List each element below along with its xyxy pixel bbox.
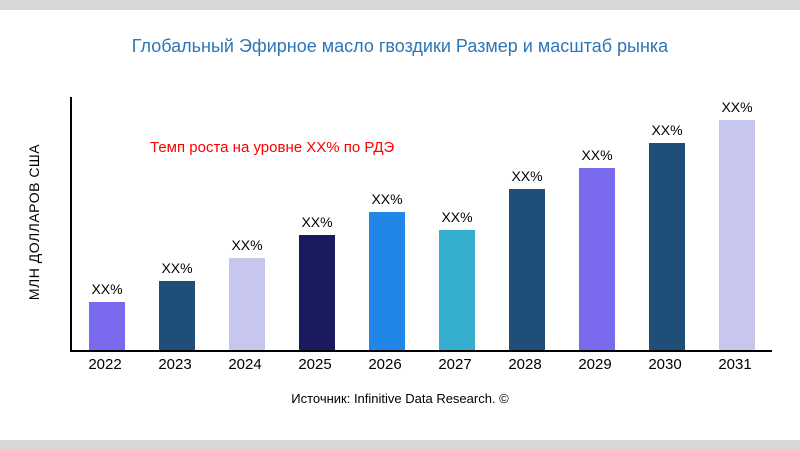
source-text: Источник: Infinitive Data Research. © bbox=[291, 391, 509, 406]
bar-column-2030: XX% bbox=[632, 97, 702, 350]
bar-2027 bbox=[439, 230, 475, 350]
bar-2025 bbox=[299, 235, 335, 350]
x-tick-2029: 2029 bbox=[578, 356, 612, 373]
x-tick-2030: 2030 bbox=[648, 356, 682, 373]
bar-column-2023: XX% bbox=[142, 97, 212, 350]
plot-area: Темп роста на уровне XX% по РДЭ XX% XX% XX… bbox=[70, 97, 772, 352]
bar-2028 bbox=[509, 189, 545, 350]
bar-2022 bbox=[89, 301, 125, 350]
x-tick-2028: 2028 bbox=[508, 356, 542, 373]
bar-value-label: XX% bbox=[581, 147, 613, 164]
bar-2029 bbox=[579, 168, 615, 350]
bar-column-2024: XX% bbox=[212, 97, 282, 350]
bar-column-2029: XX% bbox=[562, 97, 632, 350]
x-tick-2031: 2031 bbox=[718, 356, 752, 373]
bar-value-label: XX% bbox=[301, 214, 333, 230]
top-strip bbox=[0, 0, 800, 10]
bar-column-2031: XX% bbox=[702, 97, 772, 350]
x-tick-2026: 2026 bbox=[368, 356, 402, 373]
x-tick-2023: 2023 bbox=[158, 356, 192, 373]
chart-title: Глобальный Эфирное масло гвоздики Размер… bbox=[131, 36, 669, 56]
y-axis-label: МЛН ДОЛЛАРОВ США bbox=[26, 143, 42, 301]
bar-value-label: XX% bbox=[91, 280, 123, 297]
bar-column-2026: XX% bbox=[352, 97, 422, 350]
bottom-strip bbox=[0, 440, 800, 450]
bars: XX% XX% XX% XX% XX% XX% XX% XX% XX% XX% bbox=[72, 97, 772, 350]
x-axis-labels: 2022 2023 2024 2025 2026 2027 2028 2029 2030 2031 bbox=[70, 356, 770, 373]
bar-2023 bbox=[159, 281, 195, 350]
x-tick-2027: 2027 bbox=[438, 356, 472, 373]
x-tick-2022: 2022 bbox=[88, 356, 122, 373]
bar-value-label: XX% bbox=[511, 168, 543, 184]
bar-2026 bbox=[369, 212, 405, 350]
bar-value-label: XX% bbox=[371, 191, 403, 207]
bar-2031 bbox=[719, 120, 755, 350]
bar-2024 bbox=[229, 258, 265, 350]
bar-value-label: XX% bbox=[161, 260, 193, 276]
bar-value-label: XX% bbox=[441, 209, 473, 226]
bar-column-2027: XX% bbox=[422, 97, 492, 350]
x-tick-2025: 2025 bbox=[298, 356, 332, 373]
bar-value-label: XX% bbox=[231, 237, 263, 253]
growth-annotation: Темп роста на уровне XX% по РДЭ bbox=[150, 139, 395, 156]
x-tick-2024: 2024 bbox=[228, 356, 262, 373]
bar-column-2028: XX% bbox=[492, 97, 562, 350]
bar-column-2022: XX% bbox=[72, 97, 142, 350]
bar-value-label: XX% bbox=[651, 122, 683, 138]
bar-2030 bbox=[649, 143, 685, 350]
bar-column-2025: XX% bbox=[282, 97, 352, 350]
bar-value-label: XX% bbox=[721, 99, 753, 115]
